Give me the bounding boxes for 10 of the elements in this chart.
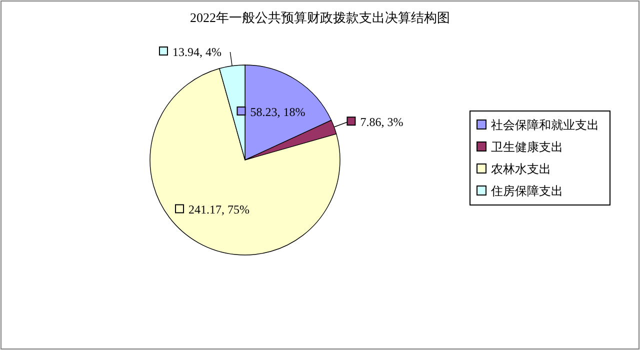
pie-slice bbox=[150, 68, 340, 256]
legend-label: 社会保障和就业支出 bbox=[491, 118, 599, 132]
data-label: 7.86, 3% bbox=[360, 115, 404, 130]
legend-label: 农林水支出 bbox=[491, 162, 551, 176]
data-label: 58.23, 18% bbox=[250, 104, 306, 119]
legend-label: 住房保障支出 bbox=[490, 184, 563, 198]
chart-title: 2022年一般公共预算财政拨款支出决算结构图 bbox=[190, 10, 450, 25]
data-label: 241.17, 75% bbox=[188, 202, 250, 217]
legend-label: 卫生健康支出 bbox=[491, 140, 563, 154]
data-label: 13.94, 4% bbox=[172, 45, 222, 60]
